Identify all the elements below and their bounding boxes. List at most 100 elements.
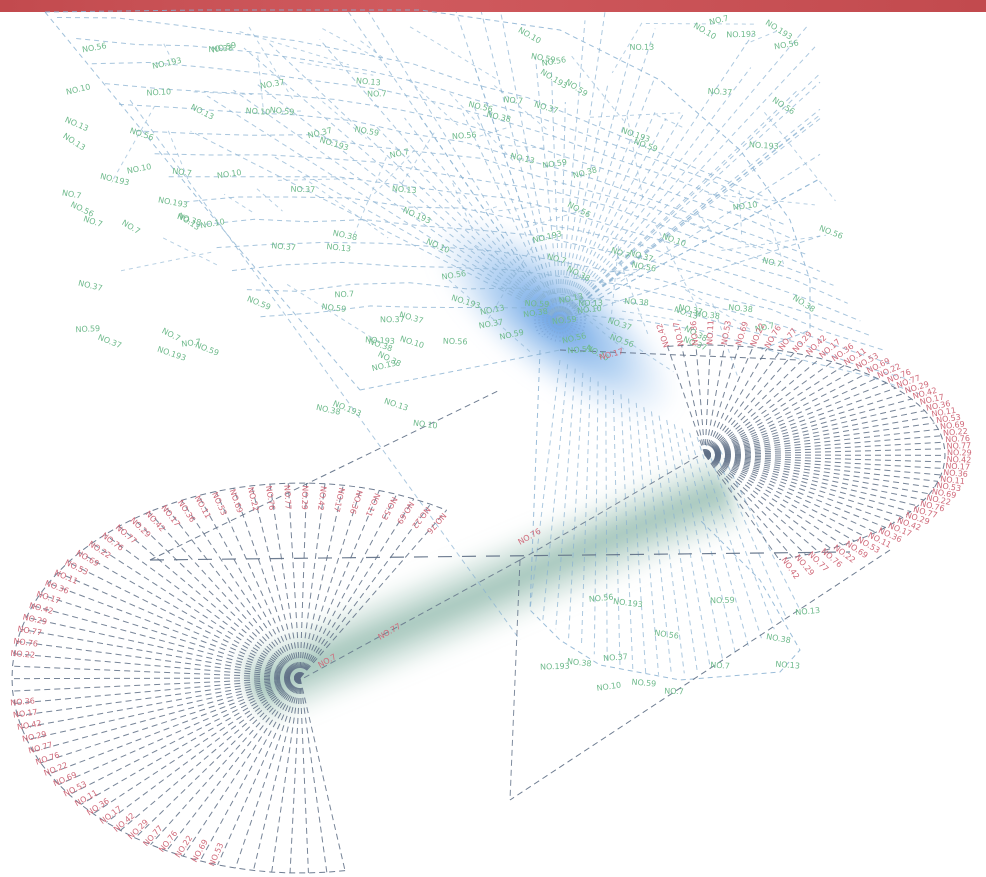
upper-wireframe [44,9,923,681]
left-arc-label: NO.36 [10,696,35,707]
right-fan-spoke [704,358,821,456]
mesh-spoke [559,101,566,321]
lower-vertical [509,559,521,801]
mesh-label: NO.56 [774,38,800,51]
hub-ray [532,315,561,321]
upper-left-edge [44,11,241,251]
hub-ray [559,319,587,329]
mesh-label: NO.10 [200,217,226,230]
mesh-label: NO.59 [321,302,347,314]
mesh-label: NO.59 [552,315,577,326]
mesh-spoke [559,67,752,321]
mesh-diagonal [533,275,625,351]
mesh-label: NO.59 [524,299,549,309]
left-fan-spoke [299,483,326,679]
funnel-spoke [628,398,647,674]
right-fan-spoke [704,454,945,463]
hub-ray [532,319,561,325]
right-arc-label: NO.22 [943,427,968,438]
right-fan-spoke [704,454,925,501]
mesh-label: NO.56 [441,269,467,282]
mesh-diagonal [493,85,548,130]
right-fan-spoke [704,387,896,456]
mesh-label: NO.37 [77,279,103,293]
right-arc-label: NO.69 [931,487,957,500]
mesh-diagonal [525,208,587,229]
right-fan-spoke [704,377,878,456]
left-fan-spoke [17,640,301,679]
mesh-spoke [500,11,561,321]
mesh-diagonal [353,157,387,235]
funnel-outline [529,349,801,681]
left-fan-spoke [252,677,301,871]
left-fan-spoke [150,677,301,846]
right-fan-spoke [704,345,726,456]
left-arc-label: NO.77 [17,624,43,637]
mesh-label: NO.37 [259,78,285,91]
right-fan-spoke [704,454,895,523]
mesh-diagonal [655,224,702,316]
mesh-label: NO.193 [365,335,395,346]
mesh-label: NO.193 [319,135,350,152]
mesh-spoke [559,114,821,321]
left-fan-spoke [104,534,301,679]
mesh-label: NO.193 [532,229,563,245]
mesh-spoke [559,23,810,321]
right-fan-spoke [704,350,782,456]
mesh-diagonal [167,130,190,184]
left-arc-label: NO.53 [379,495,398,521]
mesh-label: NO.10 [517,26,543,46]
right-fan-spoke [704,454,942,476]
mesh-diagonal [626,115,644,201]
top-banner [0,0,986,12]
mesh-label: NO.13 [61,131,87,152]
mesh-label: NO.13 [509,151,535,165]
mesh-curve [260,305,923,396]
mesh-label: NO.10 [65,82,91,96]
right-arc-label: NO.29 [947,448,972,457]
mesh-diagonal [448,279,533,354]
left-fan-spoke [199,677,301,862]
right-arc-label: NO.36 [943,468,968,479]
left-arc-label: NO.29 [22,613,48,627]
right-arc-label: NO.11 [931,406,957,419]
mesh-diagonal [299,61,374,76]
mesh-spoke [559,112,656,321]
lower-link [519,454,701,561]
mesh-diagonal [110,105,156,184]
mesh-label: NO.13 [64,115,90,133]
hub-ray [559,302,579,321]
left-fan-spoke [79,552,301,679]
mesh-spoke [190,130,561,321]
right-fan-spoke [704,454,832,550]
hub-ray [559,319,588,325]
left-fan-spoke [120,677,301,831]
mesh-label: NO.193 [764,18,794,42]
left-arc-label: NO.29 [300,485,310,510]
right-fan-spoke [704,410,925,456]
hub-ray [559,311,587,321]
left-fan-spoke [40,677,301,764]
mesh-spoke [267,41,561,321]
funnel-spoke [529,359,561,611]
left-fan-spoke [299,490,380,679]
funnel-label: NO.56 [654,628,680,640]
mesh-label: NO.38 [728,303,753,314]
left-fan-spoke [299,494,398,679]
left-fan-spoke [234,677,301,869]
funnel-label: NO.7 [710,661,730,671]
right-fan-spoke [704,373,867,456]
hub-ray [541,319,561,338]
mesh-diagonal [400,132,435,186]
mesh-diagonal [486,246,533,322]
left-fan-spoke [14,653,301,679]
mesh-diagonal [498,205,543,212]
mesh-label: NO.193 [157,195,188,209]
mesh-spoke [257,84,561,321]
mesh-label: NO.13 [383,397,409,413]
left-fan-spoke [287,483,301,679]
mesh-diagonal [696,212,712,232]
upper-long-edge [129,99,521,641]
mesh-diagonal [322,28,393,67]
right-fan-spoke [704,348,768,456]
